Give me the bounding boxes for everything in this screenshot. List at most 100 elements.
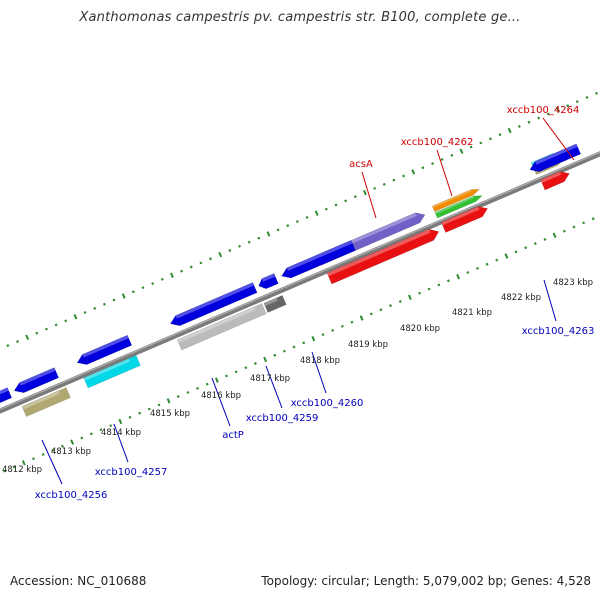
kbp-label: 4812 kbp	[2, 465, 42, 475]
gene-feature	[326, 228, 440, 285]
minor-tick	[450, 153, 454, 157]
gene-outline	[21, 387, 71, 417]
minor-tick	[572, 225, 576, 229]
minor-tick	[234, 370, 238, 374]
minor-tick	[151, 282, 155, 286]
minor-tick	[32, 457, 35, 461]
gene-outline	[176, 303, 267, 351]
minor-tick	[35, 331, 39, 335]
minor-tick	[334, 203, 338, 207]
gene-features	[0, 143, 582, 417]
minor-tick	[295, 220, 299, 223]
genome-summary: Topology: circular; Length: 5,079,002 bp…	[261, 574, 591, 588]
minor-tick	[353, 195, 357, 199]
major-tick	[263, 356, 268, 363]
kbp-label: 4818 kbp	[300, 356, 340, 366]
gene-shine	[441, 206, 480, 226]
minor-tick	[575, 100, 579, 104]
minor-tick	[99, 428, 103, 432]
minor-tick	[533, 242, 537, 246]
minor-tick	[373, 186, 377, 190]
minor-tick	[3, 469, 7, 473]
minor-tick	[196, 386, 200, 390]
minor-tick	[64, 319, 68, 323]
minor-tick	[60, 444, 64, 448]
gene-arrow	[258, 273, 279, 289]
minor-tick	[340, 324, 344, 328]
minor-tick	[80, 436, 84, 440]
minor-tick	[546, 112, 550, 116]
minor-tick	[205, 382, 209, 386]
label-leader	[41, 439, 63, 485]
gene-feature	[169, 282, 258, 327]
minor-tick	[247, 240, 251, 244]
minor-tick	[273, 353, 277, 357]
minor-tick	[54, 323, 58, 327]
minor-tick	[344, 199, 348, 203]
minor-tick	[186, 391, 190, 394]
gene-outline	[281, 239, 356, 279]
gene-arrow	[432, 189, 480, 212]
minor-tick	[324, 207, 328, 211]
major-tick	[218, 251, 223, 258]
major-tick	[73, 314, 78, 320]
minor-tick	[176, 395, 180, 399]
label-leader	[436, 149, 453, 197]
kbp-labels: 4812 kbp 4813 kbp 4814 kbp 4815 kbp 4816 kbp…	[2, 278, 593, 475]
gene-shine	[435, 195, 475, 215]
minor-tick	[485, 262, 489, 266]
minor-tick	[488, 137, 492, 141]
minor-tick	[276, 228, 280, 232]
major-tick	[214, 377, 219, 383]
minor-tick	[398, 300, 402, 303]
gene-shine	[286, 240, 353, 271]
minor-tick	[209, 257, 213, 261]
minor-tick	[44, 327, 48, 331]
gene-arrow	[22, 387, 71, 417]
minor-tick	[469, 145, 473, 149]
minor-tick	[437, 283, 441, 287]
gene-feature	[281, 239, 356, 279]
gene-outline	[13, 367, 60, 394]
label-leader	[543, 279, 557, 322]
gene-arrow	[327, 229, 439, 285]
minor-tick	[402, 174, 406, 178]
minor-tick	[138, 411, 142, 415]
gene-feature	[76, 334, 133, 365]
gene-feature	[529, 143, 582, 173]
minor-tick	[6, 344, 10, 348]
minor-tick	[392, 178, 396, 182]
gene-outline	[434, 195, 483, 219]
label-leaders	[41, 117, 575, 485]
label-leader	[361, 171, 377, 219]
minor-tick	[12, 465, 16, 469]
gene-feature	[176, 303, 267, 351]
major-tick	[170, 272, 174, 278]
backbone-line	[0, 151, 600, 414]
major-tick	[359, 315, 364, 321]
minor-tick	[189, 265, 193, 269]
minor-tick	[109, 424, 113, 428]
kbp-label: 4814 kbp	[101, 428, 141, 438]
gene-label: xccb100_4259	[246, 413, 319, 424]
minor-tick	[83, 311, 87, 314]
minor-tick	[225, 374, 228, 378]
backbone-highlight	[0, 151, 600, 411]
minor-tick	[379, 308, 383, 312]
minor-tick	[292, 345, 296, 349]
gene-feature	[258, 273, 279, 290]
minor-tick	[102, 302, 106, 306]
minor-tick	[321, 333, 325, 337]
minor-tick	[128, 415, 132, 419]
gene-feature	[83, 354, 141, 389]
minor-tick	[51, 448, 55, 452]
gene-arrow	[441, 206, 488, 233]
minor-tick	[440, 158, 444, 161]
gene-feature	[21, 387, 71, 417]
label-leader	[265, 365, 283, 409]
minor-tick	[16, 340, 20, 343]
label-leader	[311, 351, 327, 394]
minor-tick	[157, 403, 161, 407]
gene-shine	[540, 171, 562, 183]
